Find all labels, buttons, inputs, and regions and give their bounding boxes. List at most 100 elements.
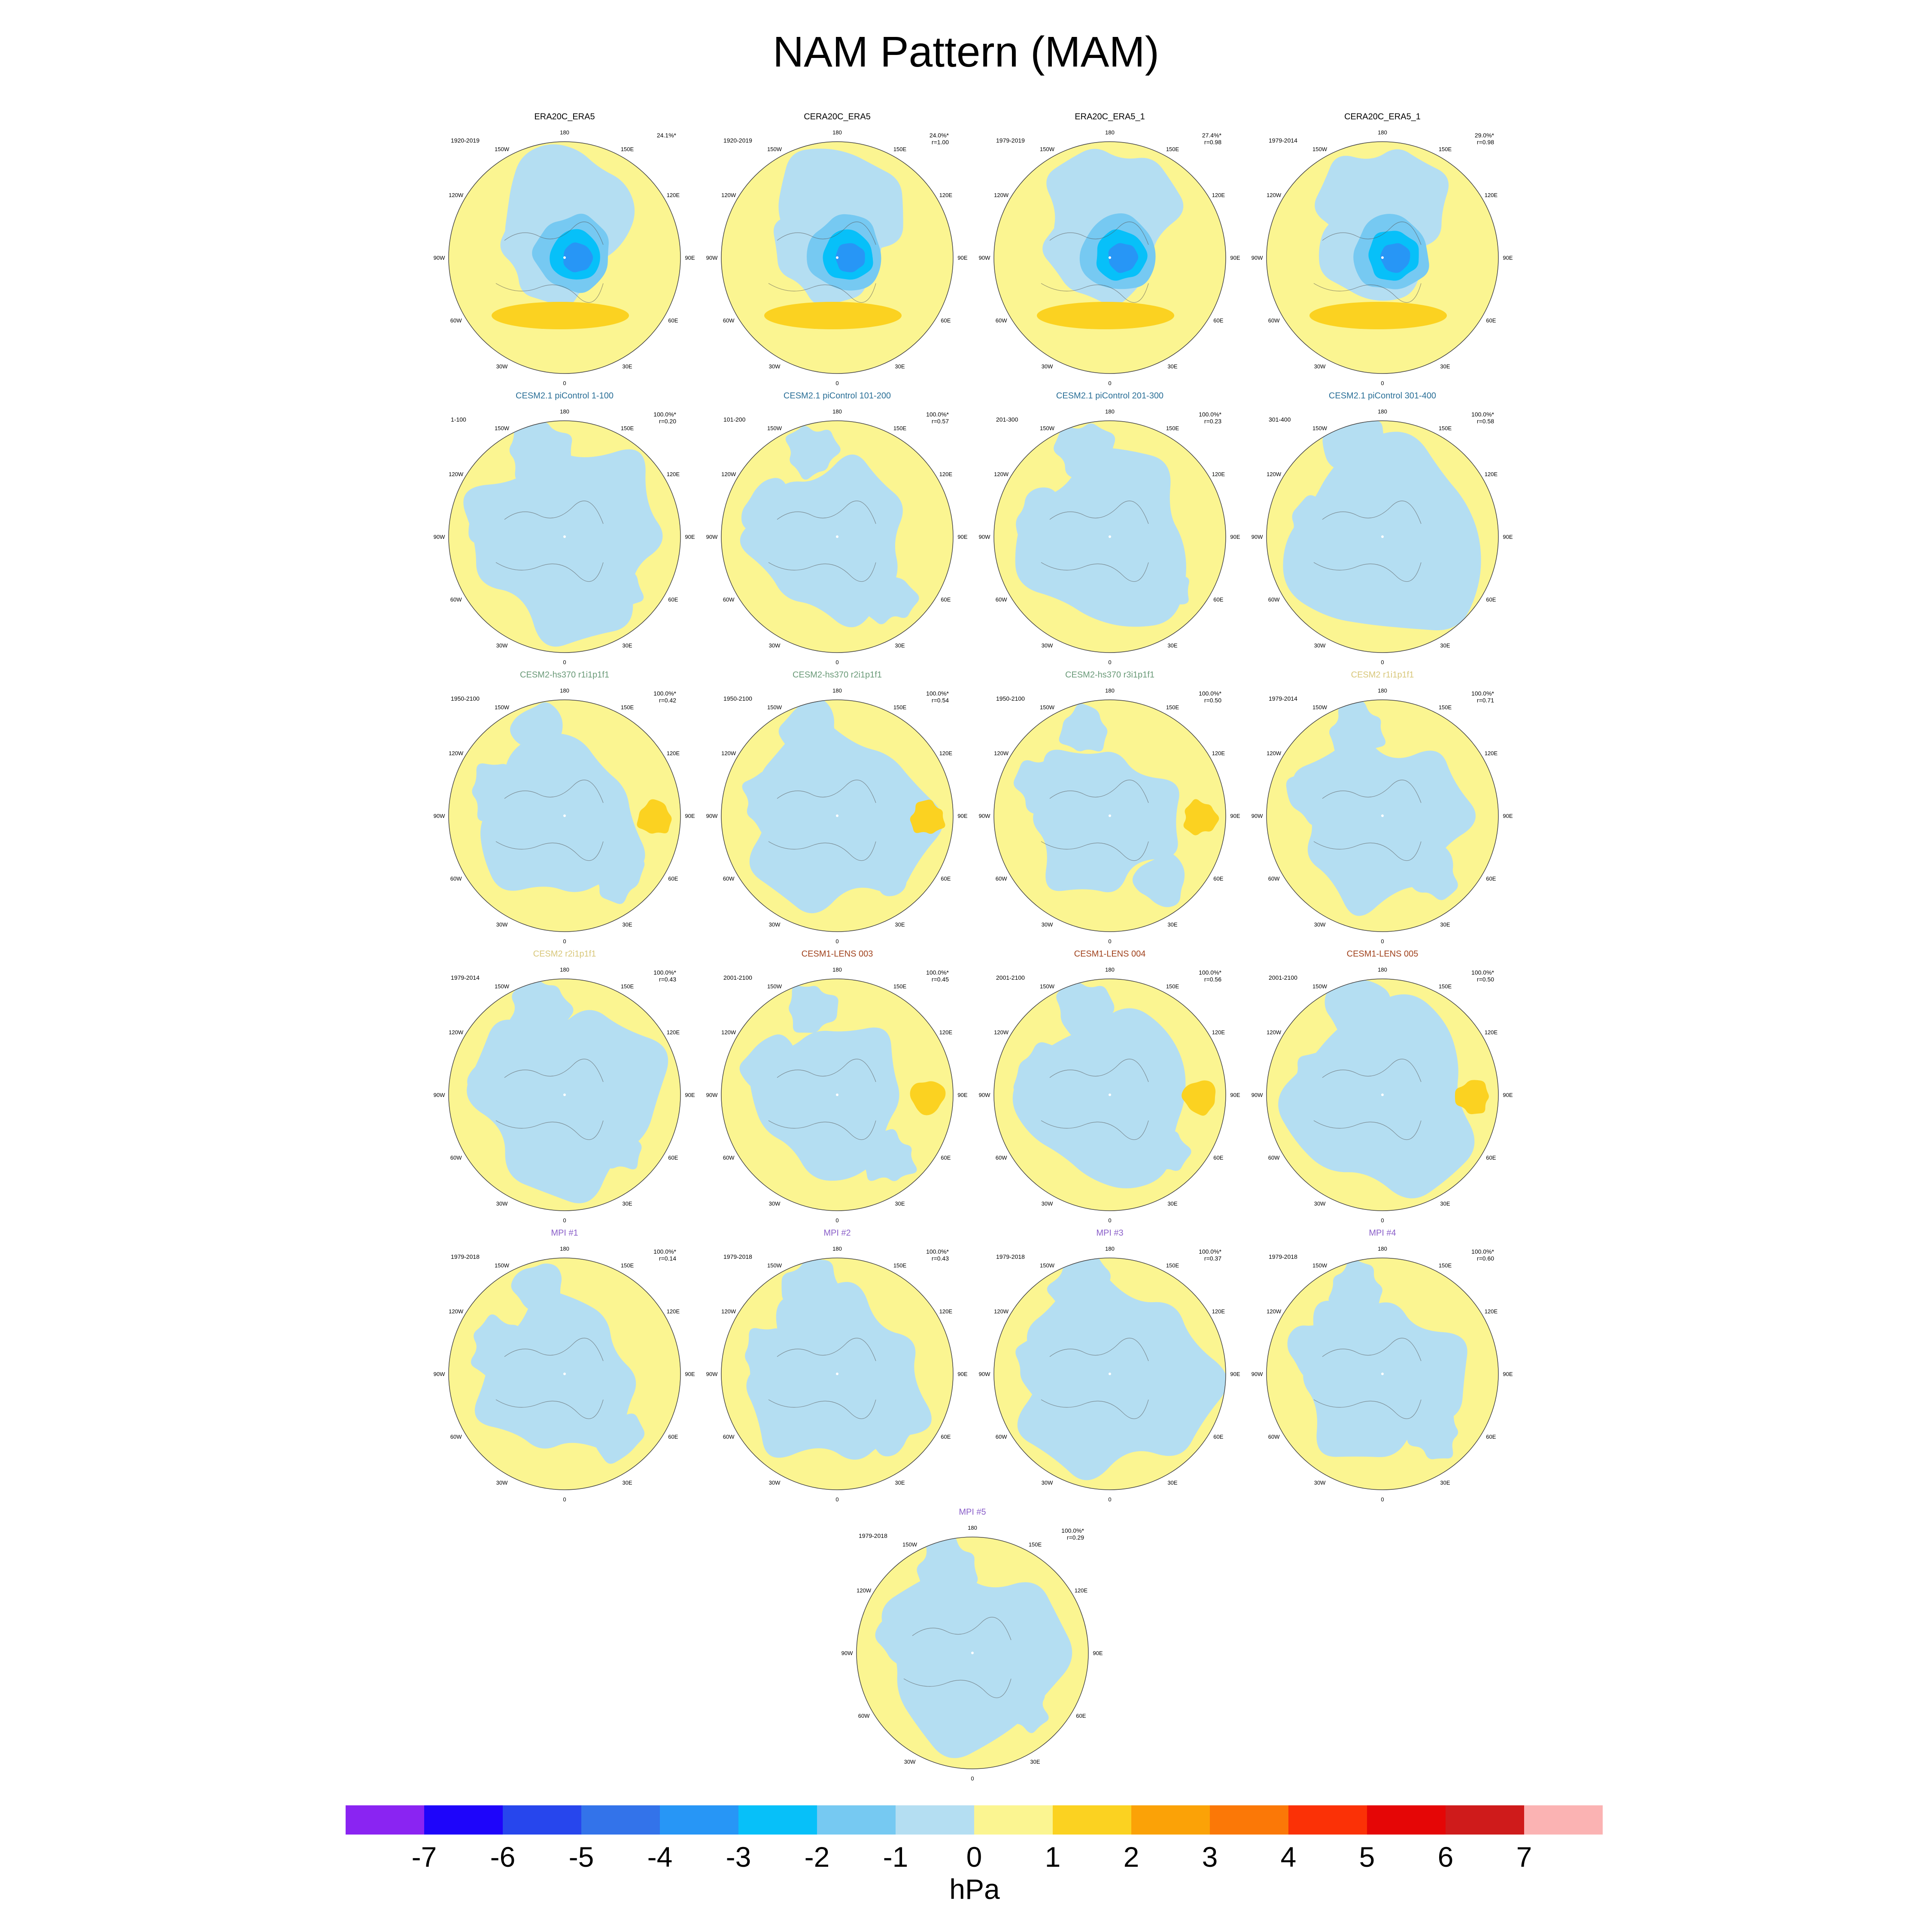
longitude-label: 150W	[767, 983, 782, 990]
map-boundary	[993, 420, 1226, 653]
longitude-label: 60E	[941, 317, 951, 324]
longitude-label: 180	[832, 408, 842, 415]
panel-period: 1979-2018	[859, 1532, 887, 1539]
colorbar-tick-label: -7	[412, 1841, 437, 1873]
negative-anomaly-region	[745, 1328, 806, 1386]
pattern-correlation: r=1.00	[932, 139, 949, 146]
map-boundary	[721, 699, 954, 932]
negative-anomaly-region	[785, 426, 841, 480]
negative-anomaly-region	[1013, 757, 1078, 819]
longitude-label: 60W	[996, 596, 1007, 603]
panel-period: 1950-2100	[723, 695, 752, 702]
longitude-label: 180	[1105, 966, 1115, 973]
longitude-label: 90W	[1252, 255, 1263, 261]
longitude-label: 90W	[979, 1371, 990, 1377]
longitude-label: 60W	[450, 1154, 462, 1161]
pole-marker	[1381, 256, 1384, 259]
longitude-label: 60W	[450, 1434, 462, 1440]
longitude-label: 0	[1381, 938, 1384, 945]
longitude-label: 120W	[994, 192, 1009, 198]
negative-anomaly-region	[468, 494, 527, 555]
pole-marker	[1381, 1373, 1384, 1375]
negative-anomaly-region	[1136, 1121, 1191, 1178]
anomaly-contours	[742, 700, 945, 914]
anomaly-contours	[739, 985, 946, 1182]
longitude-label: 180	[560, 966, 569, 973]
colorbar-swatch	[974, 1805, 1053, 1835]
longitude-label: 0	[835, 1217, 838, 1224]
longitude-label: 60W	[723, 1154, 735, 1161]
panel-title: CESM1-LENS 004	[1074, 949, 1146, 959]
longitude-label: 0	[563, 938, 566, 945]
negative-anomaly-region	[1322, 421, 1387, 486]
longitude-label: 30E	[622, 642, 632, 649]
longitude-label: 90E	[1093, 1650, 1103, 1656]
anomaly-contours	[1015, 423, 1189, 627]
negative-anomaly-region	[1328, 1258, 1382, 1312]
longitude-label: 30W	[496, 1479, 508, 1486]
longitude-label: 60E	[1213, 875, 1223, 882]
anomaly-contours	[1012, 982, 1216, 1188]
panel-period: 1979-2018	[996, 1253, 1025, 1260]
longitude-label: 120E	[1212, 750, 1225, 756]
coastline	[1313, 501, 1422, 582]
negative-anomaly-region	[588, 1116, 642, 1170]
colorbar-tick-label: -3	[726, 1841, 751, 1873]
negative-anomaly-region	[1380, 243, 1410, 273]
negative-anomaly-region	[781, 1259, 839, 1317]
positive-anomaly-region	[910, 799, 945, 834]
longitude-label: 30E	[1167, 363, 1177, 370]
longitude-label: 30W	[769, 921, 781, 928]
anomaly-contours	[1015, 1258, 1226, 1480]
pattern-correlation: r=0.60	[1477, 1255, 1494, 1262]
panel-title: CESM2.1 piControl 201-300	[1056, 391, 1163, 401]
longitude-label: 120W	[1267, 192, 1282, 198]
negative-anomaly-region	[1056, 982, 1115, 1040]
longitude-label: 60E	[1486, 875, 1496, 882]
longitude-label: 90E	[685, 1092, 695, 1098]
negative-anomaly-region	[1407, 558, 1464, 614]
longitude-label: 90W	[979, 1092, 990, 1098]
longitude-label: 90W	[706, 255, 718, 261]
coastline	[768, 1338, 876, 1419]
colorbar-tick-label: 1	[1045, 1841, 1061, 1873]
longitude-label: 120E	[667, 192, 680, 198]
pattern-correlation: r=0.57	[932, 418, 949, 425]
positive-anomaly-region	[1183, 799, 1219, 835]
longitude-label: 60E	[1486, 1434, 1496, 1440]
longitude-label: 150W	[1040, 704, 1055, 711]
longitude-label: 0	[1381, 380, 1384, 386]
anomaly-contours	[875, 1537, 1072, 1759]
longitude-label: 180	[1378, 687, 1387, 694]
pole-marker	[563, 535, 566, 538]
map-boundary	[448, 420, 681, 653]
longitude-label: 0	[1108, 1496, 1111, 1503]
map-panel: 180 150E 120E 90E 60E 30E 0 30W 60W 90W 120W 150W CE…	[979, 391, 1240, 665]
longitude-label: 180	[1105, 687, 1115, 694]
colorbar-tick-label: 4	[1281, 1841, 1297, 1873]
longitude-label: 30E	[895, 363, 905, 370]
colorbar-swatch	[424, 1805, 503, 1835]
longitude-label: 60E	[668, 875, 678, 882]
pattern-correlation: r=0.20	[659, 418, 676, 425]
negative-anomaly-region	[875, 1609, 936, 1672]
explained-variance: 100.0%*	[653, 1248, 676, 1255]
longitude-label: 90W	[979, 255, 990, 261]
longitude-label: 90W	[706, 1092, 718, 1098]
colorbar-tick-label: -5	[569, 1841, 594, 1873]
longitude-label: 0	[1108, 380, 1111, 386]
longitude-label: 120E	[667, 1029, 680, 1036]
longitude-label: 150E	[1439, 425, 1452, 431]
longitude-label: 0	[971, 1775, 974, 1782]
longitude-label: 90W	[434, 255, 445, 261]
pattern-correlation: r=0.56	[1204, 976, 1221, 983]
explained-variance: 100.0%*	[1471, 1248, 1494, 1255]
map-panel: 180 150E 120E 90E 60E 30E 0 30W 60W 90W 120W 150W MP…	[434, 1228, 695, 1503]
explained-variance: 100.0%*	[926, 690, 949, 697]
longitude-label: 120E	[1212, 192, 1225, 198]
longitude-label: 90W	[434, 813, 445, 819]
explained-variance: 100.0%*	[926, 411, 949, 418]
pattern-correlation: r=0.14	[659, 1255, 676, 1262]
colorbar-tick-label: 0	[966, 1841, 982, 1873]
longitude-label: 120W	[994, 1308, 1009, 1315]
